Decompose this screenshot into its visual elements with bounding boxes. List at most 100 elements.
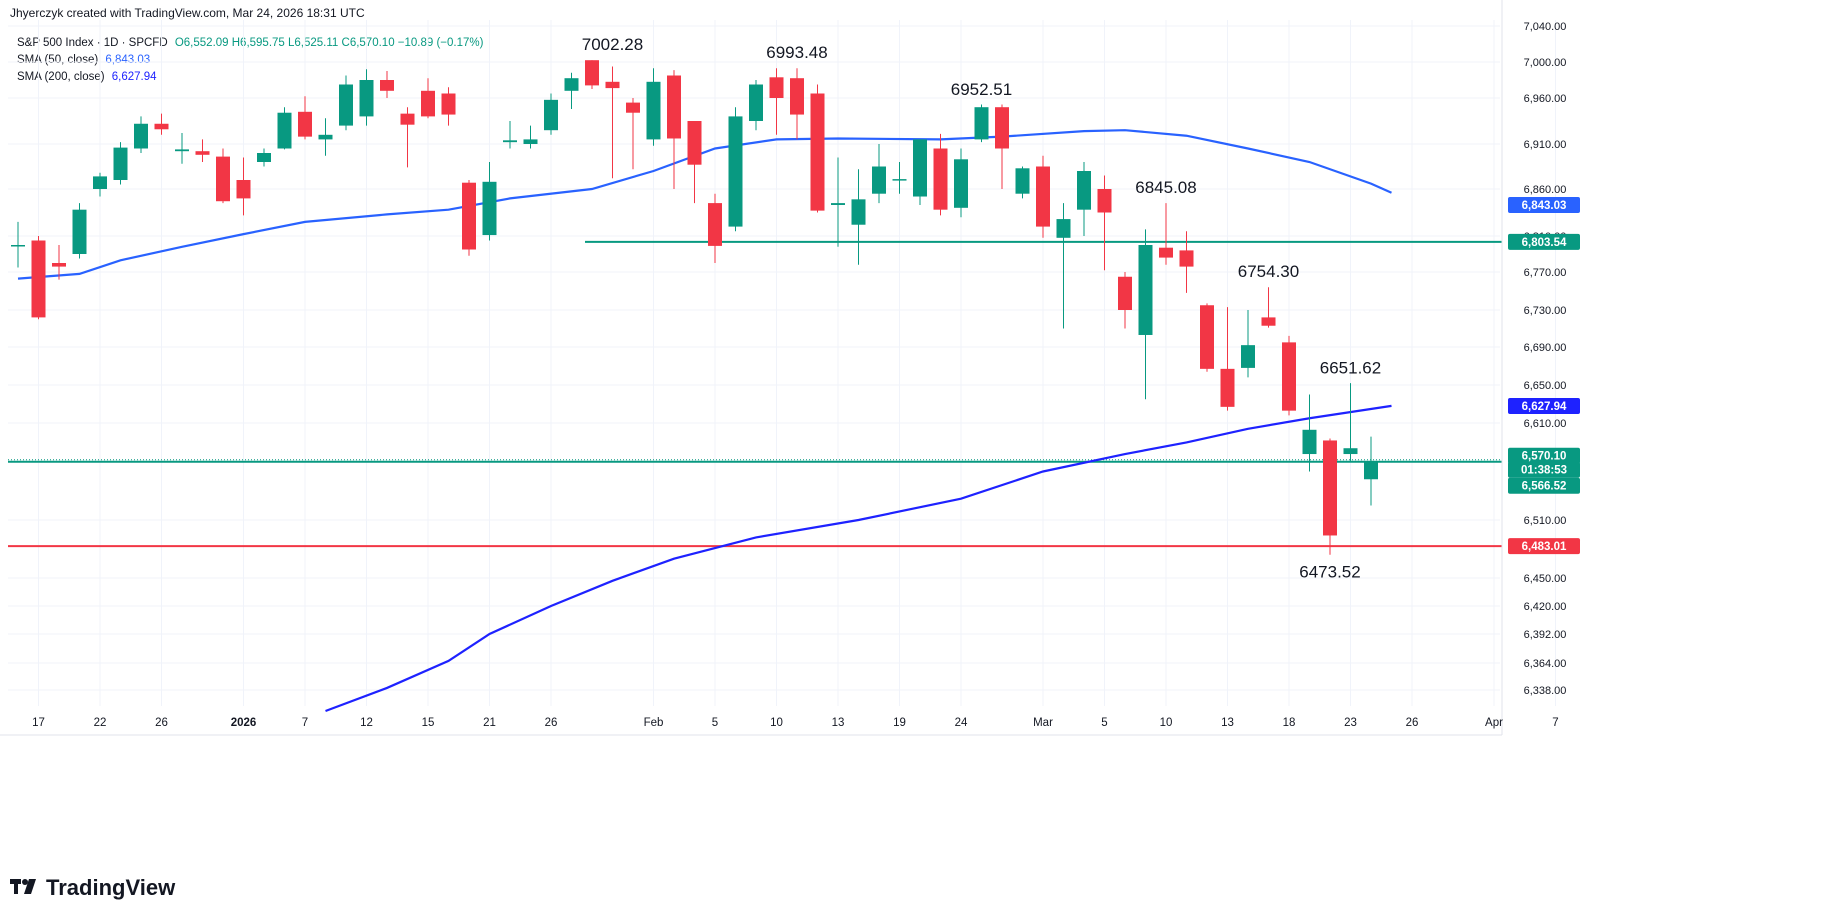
candle-body bbox=[1015, 168, 1030, 194]
candle-body bbox=[93, 176, 107, 189]
candle bbox=[564, 72, 579, 110]
candle bbox=[31, 236, 46, 320]
candle-body bbox=[175, 149, 189, 152]
candle bbox=[1015, 166, 1030, 199]
candle-body bbox=[1323, 440, 1337, 536]
candle bbox=[749, 80, 763, 131]
candle-body bbox=[400, 113, 415, 125]
candle-body bbox=[1302, 429, 1317, 455]
symbol-label: S&P 500 Index · 1D · SPCFD bbox=[17, 37, 168, 49]
price-axis[interactable]: 6,338.00 6,364.00 6,392.00 6,420.00 6,450.00… bbox=[1501, 0, 1567, 735]
candle bbox=[974, 104, 989, 143]
price-tag: 6,843.03 bbox=[1508, 196, 1580, 213]
sma50-line bbox=[17, 129, 1392, 280]
candle bbox=[708, 193, 722, 263]
price-tag-label: 6,570.10 bbox=[1522, 451, 1567, 463]
time-tick-label: 10 bbox=[1160, 717, 1173, 729]
price-annotation: 6754.30 bbox=[1238, 262, 1299, 281]
candle bbox=[1077, 162, 1091, 236]
candle-body bbox=[339, 84, 353, 126]
price-tag: 6,566.52 bbox=[1508, 477, 1580, 494]
candle bbox=[421, 78, 435, 119]
candle bbox=[216, 148, 230, 204]
chart-attribution: Jhyerczyk created with TradingView.com, … bbox=[10, 6, 365, 20]
price-tag-box bbox=[1508, 196, 1580, 213]
candle bbox=[1282, 335, 1296, 416]
candle bbox=[257, 148, 271, 167]
candle-body bbox=[134, 123, 148, 149]
legend-sma50-row[interactable]: SMA (50, close) 6,843.03 bbox=[17, 52, 483, 69]
chart-legend: S&P 500 Index · 1D · SPCFD O6,552.09 H6,… bbox=[17, 35, 483, 86]
candle bbox=[933, 133, 948, 216]
candle-body bbox=[11, 245, 25, 247]
candle-body bbox=[728, 116, 743, 227]
time-tick-label: Apr bbox=[1485, 717, 1503, 729]
candle bbox=[1302, 394, 1317, 472]
time-tick-label: 21 bbox=[483, 717, 496, 729]
tradingview-logo[interactable]: TradingView bbox=[10, 875, 175, 901]
time-axis[interactable]: 17 22 26 2026 7 12 15 21 26 Feb 5 10 13 19 24 Mar 5 10 13 1… bbox=[0, 717, 1559, 736]
candle-body bbox=[687, 121, 702, 165]
sma200-series bbox=[325, 404, 1392, 713]
time-tick-label: 2026 bbox=[231, 717, 257, 729]
candle-body bbox=[1282, 342, 1296, 411]
candle-body bbox=[359, 80, 374, 117]
candle bbox=[790, 68, 804, 140]
brand-name: TradingView bbox=[46, 875, 176, 900]
candle-body bbox=[277, 112, 292, 149]
candle-body bbox=[1159, 247, 1173, 258]
candle-body bbox=[257, 153, 271, 162]
candle bbox=[134, 116, 148, 153]
time-tick-label: 5 bbox=[1101, 717, 1107, 729]
time-tick-label: 7 bbox=[302, 717, 308, 729]
candle-body bbox=[954, 159, 968, 208]
price-tag-label: 01:38:53 bbox=[1521, 465, 1567, 477]
time-tick-label: 19 bbox=[893, 717, 906, 729]
time-tick-label: 13 bbox=[832, 717, 845, 729]
horizontal-lines bbox=[8, 240, 1502, 548]
candle bbox=[1138, 229, 1153, 400]
candle-body bbox=[195, 151, 210, 155]
candle bbox=[400, 107, 415, 168]
time-tick-label: 26 bbox=[155, 717, 168, 729]
time-tick-label: 17 bbox=[32, 717, 45, 729]
price-annotation: 6993.48 bbox=[766, 43, 827, 62]
candle-body bbox=[1138, 245, 1153, 335]
price-tick-label: 6,420.00 bbox=[1524, 601, 1567, 613]
candle bbox=[195, 139, 210, 162]
candle bbox=[626, 98, 640, 170]
time-tick-label: 13 bbox=[1221, 717, 1234, 729]
time-tick-label: 26 bbox=[1406, 717, 1419, 729]
legend-symbol-row[interactable]: S&P 500 Index · 1D · SPCFD O6,552.09 H6,… bbox=[17, 35, 483, 52]
candle bbox=[1097, 175, 1112, 271]
time-tick-label: 24 bbox=[955, 717, 968, 729]
sma200-line bbox=[325, 404, 1392, 713]
candle bbox=[585, 60, 599, 89]
candle-body bbox=[626, 102, 640, 113]
candle-body bbox=[708, 203, 722, 246]
price-tag-label: 6,627.94 bbox=[1522, 401, 1567, 413]
price-tag-label: 6,483.01 bbox=[1522, 541, 1567, 553]
sma50-series bbox=[17, 129, 1392, 280]
candle bbox=[503, 121, 517, 149]
candle bbox=[872, 144, 886, 204]
price-tags: 6,843.03 6,803.54 6,627.94 6,570.10 01:38:53… bbox=[1508, 196, 1580, 555]
candle-body bbox=[790, 78, 804, 115]
candle-body bbox=[1364, 461, 1378, 480]
candle-body bbox=[933, 148, 948, 210]
candle-body bbox=[564, 78, 579, 91]
time-tick-label: 5 bbox=[712, 717, 718, 729]
price-tick-label: 6,338.00 bbox=[1524, 685, 1567, 697]
price-tag-label: 6,566.52 bbox=[1522, 481, 1567, 493]
time-tick-label: 18 bbox=[1283, 717, 1296, 729]
candle bbox=[1036, 155, 1050, 238]
price-tag-box bbox=[1508, 538, 1580, 555]
price-tick-label: 6,364.00 bbox=[1524, 658, 1567, 670]
candle-body bbox=[421, 90, 435, 117]
candle bbox=[1179, 231, 1194, 293]
price-tick-label: 6,392.00 bbox=[1524, 629, 1567, 641]
candle-body bbox=[298, 111, 312, 137]
price-tag: 6,570.10 bbox=[1508, 447, 1580, 464]
candle bbox=[339, 75, 353, 131]
